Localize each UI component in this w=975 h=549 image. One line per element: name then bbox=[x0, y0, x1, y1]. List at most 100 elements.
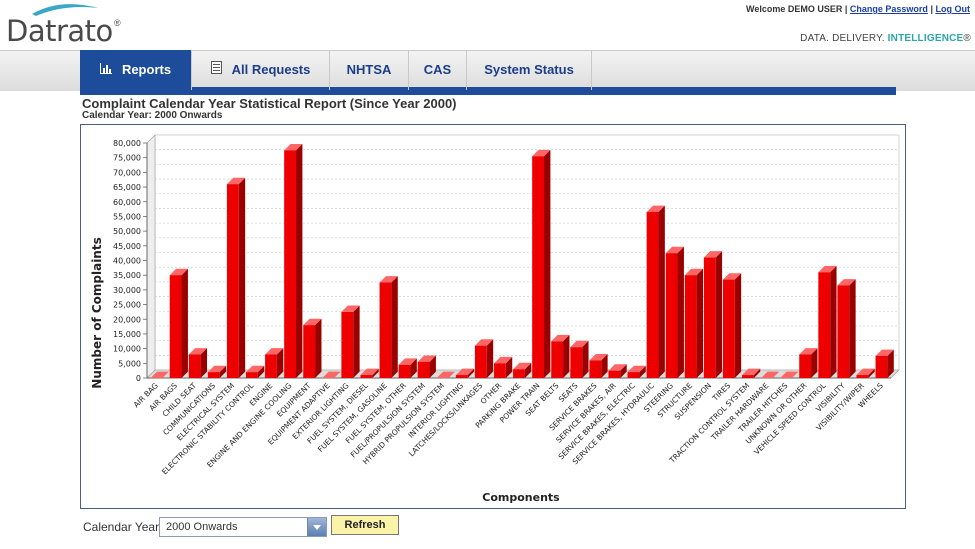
bar[interactable] bbox=[837, 279, 856, 378]
tab-label: System Status bbox=[484, 62, 574, 77]
logout-link[interactable]: Log Out bbox=[935, 4, 971, 14]
calendar-year-select[interactable]: 2000 Onwards bbox=[159, 517, 327, 537]
bar-front bbox=[188, 354, 201, 378]
bar[interactable] bbox=[379, 276, 398, 378]
bar[interactable] bbox=[455, 368, 475, 378]
separator: | bbox=[844, 4, 848, 14]
bar-side bbox=[315, 318, 322, 378]
bar[interactable] bbox=[856, 368, 875, 378]
bar[interactable] bbox=[341, 305, 360, 378]
bar[interactable] bbox=[799, 348, 818, 378]
change-password-link[interactable]: Change Password bbox=[849, 4, 928, 14]
bar[interactable] bbox=[627, 365, 646, 378]
brand-logo[interactable]: Datrato ® bbox=[6, 2, 121, 48]
bar-front bbox=[627, 372, 640, 378]
bar-top bbox=[589, 353, 608, 361]
refresh-button[interactable]: Refresh bbox=[331, 515, 399, 535]
bar-top bbox=[246, 365, 265, 373]
bar[interactable] bbox=[703, 251, 723, 378]
bar[interactable] bbox=[417, 355, 436, 378]
bar[interactable] bbox=[646, 205, 665, 378]
y-tick-label: 10,000 bbox=[113, 345, 141, 354]
bar-front bbox=[742, 375, 754, 378]
tab-cas[interactable]: CAS bbox=[409, 50, 467, 90]
bar-side bbox=[486, 339, 494, 378]
bar-side bbox=[601, 353, 608, 378]
bar-top bbox=[742, 368, 761, 376]
bar[interactable] bbox=[532, 149, 551, 378]
tab-system-status[interactable]: System Status bbox=[467, 50, 592, 90]
tab-label: NHTSA bbox=[346, 62, 392, 77]
bar[interactable] bbox=[265, 348, 284, 378]
bar[interactable] bbox=[284, 143, 303, 378]
bar[interactable] bbox=[188, 348, 208, 378]
bar-side bbox=[811, 348, 818, 378]
bar[interactable] bbox=[722, 273, 742, 378]
dropdown-arrow-icon[interactable] bbox=[307, 518, 326, 536]
bar[interactable] bbox=[589, 353, 608, 378]
bar-front bbox=[303, 325, 316, 378]
bar-top bbox=[150, 371, 169, 378]
bar[interactable] bbox=[226, 177, 246, 378]
chart-panel: AIR BAG AIR BAGS CHILD SEAT COMMUNICATIONS E… bbox=[80, 124, 906, 509]
bar[interactable] bbox=[398, 358, 417, 378]
bar[interactable] bbox=[818, 265, 837, 378]
y-tick-label: 55,000 bbox=[113, 212, 141, 221]
bar[interactable] bbox=[246, 365, 265, 378]
bar-front bbox=[646, 212, 659, 378]
y-tick-label: 30,000 bbox=[113, 286, 141, 295]
bar-front bbox=[532, 156, 544, 378]
bar[interactable] bbox=[150, 371, 169, 378]
bar[interactable] bbox=[780, 371, 799, 378]
bar-side bbox=[257, 365, 265, 378]
tab-label: All Requests bbox=[231, 62, 311, 77]
bar[interactable] bbox=[684, 268, 704, 378]
bar[interactable] bbox=[513, 362, 532, 378]
bar-top bbox=[532, 149, 551, 157]
bar-chart-icon bbox=[99, 50, 112, 90]
bar[interactable] bbox=[551, 334, 570, 378]
bar-front bbox=[494, 363, 506, 378]
bar-top bbox=[799, 348, 818, 355]
bar[interactable] bbox=[570, 340, 589, 378]
tab-nhtsa[interactable]: NHTSA bbox=[330, 50, 409, 90]
bar[interactable] bbox=[303, 318, 322, 378]
bar[interactable] bbox=[761, 371, 780, 378]
tab-label: Reports bbox=[121, 62, 172, 77]
bar-side bbox=[200, 348, 208, 378]
bar-side bbox=[658, 205, 665, 378]
tagline-reg: ® bbox=[963, 33, 971, 44]
bar[interactable] bbox=[494, 356, 513, 378]
x-axis-label: Components bbox=[482, 491, 560, 504]
bar[interactable] bbox=[875, 349, 894, 378]
bar-top bbox=[684, 268, 704, 276]
bar-side bbox=[238, 177, 246, 378]
tab-all-requests[interactable]: All Requests bbox=[192, 50, 330, 90]
bar-top bbox=[761, 371, 780, 378]
chart-side-wall bbox=[146, 134, 156, 379]
user-bar: Welcome DEMO USER | Change Password | Lo… bbox=[746, 4, 970, 14]
bar[interactable] bbox=[742, 368, 761, 378]
bar-front bbox=[722, 279, 735, 378]
bar[interactable] bbox=[436, 371, 456, 378]
y-tick-label: 75,000 bbox=[113, 154, 141, 163]
bar[interactable] bbox=[474, 339, 494, 378]
bar-front bbox=[360, 375, 373, 378]
bar-side bbox=[563, 334, 570, 378]
tab-reports[interactable]: Reports bbox=[80, 50, 192, 90]
tab-label: CAS bbox=[423, 62, 452, 77]
bar-side bbox=[276, 348, 284, 378]
nav-underline bbox=[80, 87, 896, 95]
bar[interactable] bbox=[665, 246, 684, 378]
bar[interactable] bbox=[169, 268, 188, 378]
y-tick-label: 40,000 bbox=[113, 257, 141, 266]
logo-swoosh-icon bbox=[32, 4, 98, 16]
bar[interactable] bbox=[608, 364, 627, 378]
bar-side bbox=[734, 273, 742, 378]
bar-side bbox=[410, 358, 417, 378]
bar[interactable] bbox=[360, 368, 379, 378]
bar[interactable] bbox=[207, 365, 227, 378]
bar[interactable] bbox=[322, 371, 341, 378]
document-icon bbox=[210, 50, 222, 90]
